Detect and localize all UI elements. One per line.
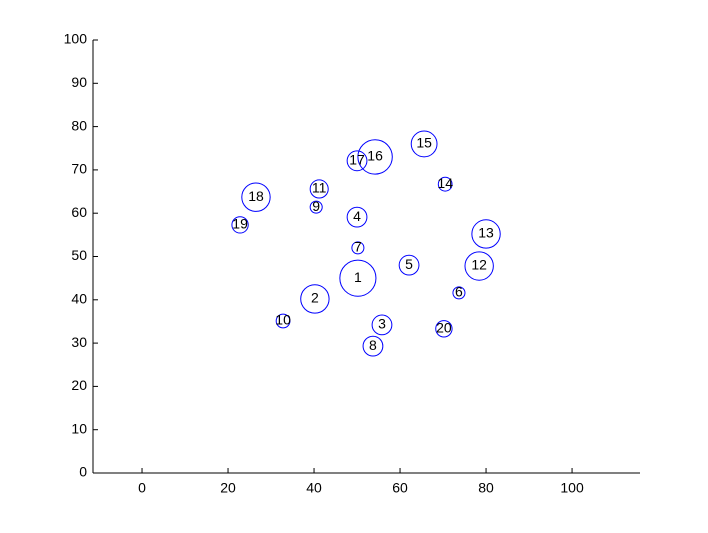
bubble bbox=[300, 284, 330, 314]
bubble bbox=[435, 320, 453, 338]
bubble bbox=[464, 251, 494, 281]
point-label: 3 bbox=[378, 316, 386, 332]
y-tick-label: 40 bbox=[71, 291, 87, 307]
bubble bbox=[231, 216, 249, 234]
point-label: 14 bbox=[437, 175, 453, 191]
y-tick-label: 30 bbox=[71, 334, 87, 350]
y-tick-label: 80 bbox=[71, 117, 87, 133]
point-label: 13 bbox=[478, 225, 494, 241]
bubble bbox=[471, 219, 501, 249]
point-label: 11 bbox=[312, 180, 327, 196]
y-tick-label: 100 bbox=[64, 31, 88, 47]
x-tick-label: 40 bbox=[306, 480, 322, 496]
bubble bbox=[346, 150, 368, 172]
y-tick-label: 90 bbox=[71, 74, 87, 90]
point-label: 6 bbox=[455, 284, 463, 300]
y-tick-label: 70 bbox=[71, 161, 87, 177]
bubble bbox=[371, 314, 393, 336]
point-label: 8 bbox=[369, 337, 377, 353]
bubble bbox=[351, 241, 365, 255]
point-label: 20 bbox=[436, 320, 452, 336]
point-label: 9 bbox=[312, 198, 320, 214]
bubble bbox=[309, 179, 329, 199]
point-label: 12 bbox=[471, 257, 487, 273]
point-label: 5 bbox=[405, 256, 413, 272]
bubble bbox=[346, 206, 368, 228]
bubble bbox=[309, 200, 323, 214]
bubble bbox=[357, 139, 393, 175]
y-tick-label: 0 bbox=[79, 464, 87, 480]
y-tick-label: 10 bbox=[71, 420, 87, 436]
point-label: 1 bbox=[354, 269, 362, 285]
point-label: 2 bbox=[311, 290, 319, 306]
bubble bbox=[362, 335, 384, 357]
x-tick-label: 20 bbox=[220, 480, 236, 496]
bubble bbox=[410, 130, 438, 158]
point-label: 19 bbox=[232, 216, 248, 232]
point-label: 18 bbox=[248, 188, 264, 204]
bubble bbox=[398, 254, 420, 276]
point-label: 7 bbox=[354, 239, 362, 255]
x-tick-label: 80 bbox=[478, 480, 494, 496]
y-tick-label: 60 bbox=[71, 204, 87, 220]
bubble bbox=[437, 176, 453, 192]
bubble bbox=[241, 182, 271, 212]
x-tick-label: 0 bbox=[138, 480, 146, 496]
point-label: 10 bbox=[275, 312, 291, 328]
point-label: 15 bbox=[416, 135, 432, 151]
point-label: 4 bbox=[353, 208, 361, 224]
x-tick-label: 100 bbox=[560, 480, 584, 496]
x-tick-label: 60 bbox=[392, 480, 408, 496]
bubble bbox=[452, 286, 466, 300]
y-tick-label: 50 bbox=[71, 247, 87, 263]
bubble bbox=[339, 259, 377, 297]
point-label: 16 bbox=[367, 148, 383, 164]
point-label: 17 bbox=[349, 152, 365, 168]
bubble bbox=[275, 313, 291, 329]
y-tick-label: 20 bbox=[71, 377, 87, 393]
